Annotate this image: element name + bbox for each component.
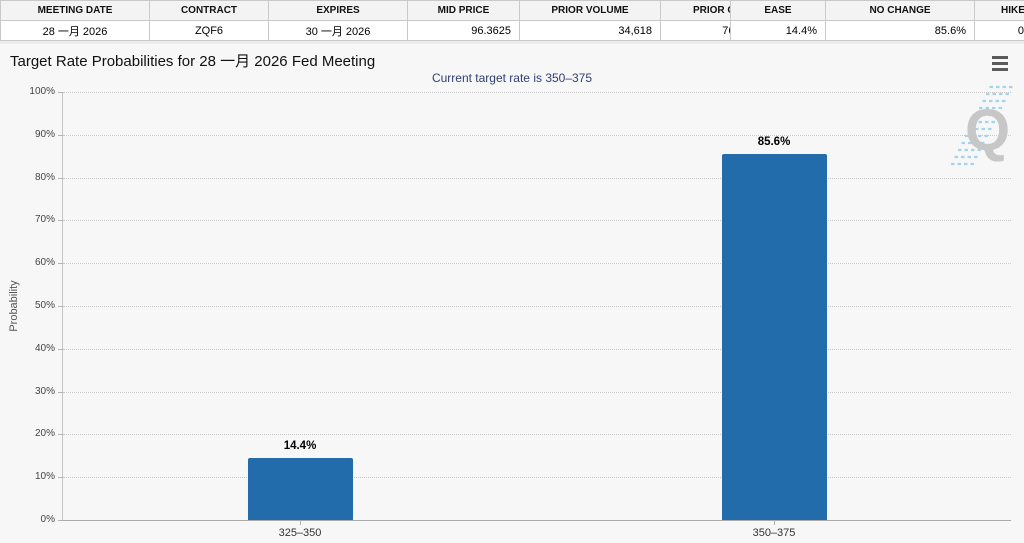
- col-header-expires: EXPIRES: [268, 0, 408, 21]
- y-axis-tick: [58, 391, 63, 393]
- chart-context-menu-button[interactable]: [986, 51, 1014, 75]
- col-header-prior-volume: PRIOR VOLUME: [519, 0, 661, 21]
- hamburger-bar: [992, 61, 1008, 65]
- chart-subtitle: Current target rate is 350–375: [431, 71, 593, 85]
- y-axis-label-60: 60%: [34, 257, 55, 269]
- probability-bar-350-375[interactable]: [721, 153, 827, 520]
- col-value-ease: 14.4%: [730, 20, 826, 41]
- gridline-100: [63, 92, 1011, 93]
- col-value-prior-volume: 34,618: [519, 20, 661, 41]
- gridline-60: [63, 263, 1011, 265]
- contract-summary-table: MEETING DATE CONTRACT EXPIRES MID PRICE PRIO…: [0, 0, 771, 41]
- col-header-ease: EASE: [730, 0, 826, 21]
- y-axis-tick: [58, 134, 63, 136]
- gridline-90: [63, 134, 1011, 136]
- gridline-40: [63, 348, 1011, 350]
- watermark-stripes: [951, 85, 1015, 166]
- y-axis-tick: [58, 263, 63, 265]
- gridline-70: [63, 220, 1011, 222]
- contract-table-header-row: MEETING DATE CONTRACT EXPIRES MID PRICE PRIO…: [0, 0, 771, 21]
- y-axis-tick: [58, 177, 63, 179]
- x-axis-tick: [300, 520, 301, 525]
- y-axis-tick: [58, 434, 63, 436]
- y-axis-label-10: 10%: [34, 471, 55, 483]
- gridline-10: [63, 477, 1011, 479]
- col-header-meeting-date: MEETING DATE: [0, 0, 150, 21]
- y-axis-label-100: 100%: [29, 86, 55, 97]
- gridline-80: [63, 177, 1011, 179]
- col-value-expires: 30 一月 2026: [268, 20, 408, 41]
- gridline-20: [63, 434, 1011, 436]
- plot-area: Q 0% 10% 20% 30% 40% 50% 60% 70% 80% 90% 100% 14.4%…: [29, 85, 1015, 539]
- hamburger-bar: [992, 67, 1008, 71]
- probability-bar-325-350[interactable]: [247, 458, 353, 520]
- y-axis-tick: [58, 348, 63, 350]
- y-axis-tick: [58, 477, 63, 479]
- y-axis-label-50: 50%: [34, 300, 55, 311]
- y-axis-label-0: 0%: [40, 514, 55, 525]
- quikstrike-watermark-logo: Q: [951, 85, 1015, 166]
- fed-meeting-probability-chart: Target Rate Probabilities for 28 一月 2026…: [0, 44, 1024, 543]
- probability-table-header-row: EASE NO CHANGE HIKE: [730, 0, 1024, 21]
- y-axis-label-70: 70%: [34, 214, 55, 226]
- y-axis-tick: [58, 520, 63, 521]
- y-axis-tick: [58, 92, 63, 93]
- y-axis-label-90: 90%: [34, 128, 55, 140]
- y-axis-label-80: 80%: [34, 171, 55, 183]
- y-axis-label-20: 20%: [34, 428, 55, 440]
- col-header-mid-price: MID PRICE: [407, 0, 520, 21]
- x-axis-category-350-375: 350–375: [752, 527, 796, 539]
- y-axis-tick: [58, 306, 63, 307]
- x-axis-tick: [774, 520, 775, 525]
- probability-table-value-row: 14.4%85.6%0.0%: [730, 20, 1024, 41]
- col-header-no-change: NO CHANGE: [825, 0, 975, 21]
- bar-value-label-325-350: 14.4%: [283, 440, 317, 453]
- col-value-hike: 0.0%: [974, 20, 1024, 41]
- col-value-mid-price: 96.3625: [407, 20, 520, 41]
- col-header-contract: CONTRACT: [149, 0, 269, 21]
- col-value-meeting-date: 28 一月 2026: [0, 20, 150, 41]
- bar-value-label-350-375: 85.6%: [757, 135, 791, 148]
- y-axis-label-30: 30%: [34, 385, 55, 397]
- gridline-50: [63, 306, 1011, 307]
- y-axis-tick: [58, 220, 63, 222]
- watermark-letter: Q: [965, 98, 1010, 163]
- y-axis-label-40: 40%: [34, 342, 55, 354]
- hamburger-bar: [992, 55, 1008, 59]
- x-axis-category-325-350: 325–350: [278, 527, 322, 539]
- hamburger-icon: [986, 51, 1014, 75]
- col-value-no-change: 85.6%: [825, 20, 975, 41]
- gridline-30: [63, 391, 1011, 393]
- chart-title: Target Rate Probabilities for 28 一月 2026…: [10, 53, 376, 70]
- col-header-hike: HIKE: [974, 0, 1024, 21]
- col-value-contract: ZQF6: [149, 20, 269, 41]
